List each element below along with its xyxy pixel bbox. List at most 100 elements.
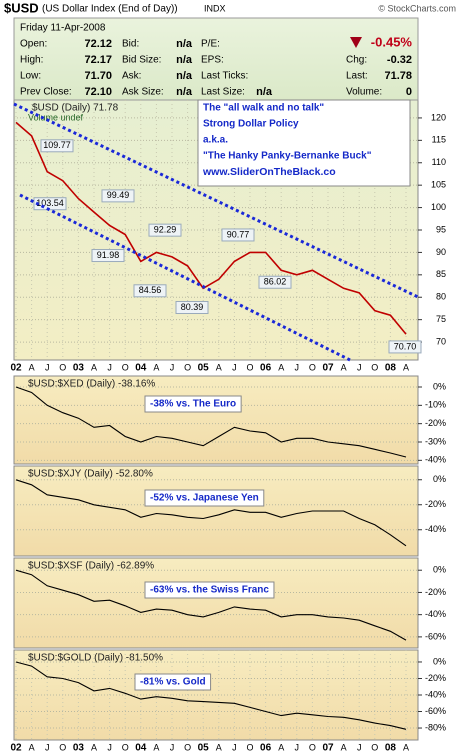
x-tick-label: A [278,742,284,752]
y-tick-label: -10% [425,400,446,410]
x-tick-label: J [107,742,112,752]
x-tick-label: J [232,742,237,752]
price-label-box [221,228,255,242]
x-tick-label: 05 [198,743,210,754]
x-tick-label: 02 [10,743,22,754]
stats-panel [13,17,419,101]
x-tick-label: 07 [322,363,334,374]
down-arrow [350,37,362,48]
y-tick-label: 0% [433,565,446,575]
price-label: 103.54 [36,198,64,208]
stat-label: Bid: [122,39,139,50]
stat-label: Open: [20,39,47,50]
legend-entry: $USD:$XSF (Daily) -62.89% [28,561,154,572]
x-tick-label: 07 [322,743,334,754]
x-tick-label: J [357,362,362,372]
stat-label: Chg: [346,55,367,66]
stat-value: -0.32 [387,54,412,66]
x-tick-label: A [403,742,409,752]
price-label: 90.77 [227,229,250,239]
stat-label: Bid Size: [122,55,161,66]
x-tick-label: O [371,742,378,752]
x-tick-label: 05 [198,363,210,374]
series-line [15,121,407,335]
x-tick-label: A [216,742,222,752]
stat-label: Ask: [122,71,141,82]
x-tick-label: 08 [385,363,397,374]
x-tick-label: J [295,362,300,372]
series-line [15,661,407,730]
x-tick-label: A [403,362,409,372]
symbol: $USD [4,0,39,15]
price-label-box [148,223,182,237]
stat-value: 72.17 [84,54,112,66]
note-line: www.SliderOnTheBlack.co [202,166,336,178]
stat-value: n/a [176,86,193,98]
annotation-box [144,581,275,599]
x-tick-label: O [309,742,316,752]
stat-label: Last: [346,71,368,82]
stat-value: 72.12 [84,38,112,50]
y-tick-label: -40% [425,609,446,619]
x-tick-label: O [246,742,253,752]
trend-line [13,102,419,299]
price-label-box [133,284,167,298]
x-tick-label: A [153,742,159,752]
legend-entry: $USD:$XJY (Daily) -52.80% [28,469,153,480]
note-line: The "all walk and no talk" [203,103,324,114]
price-label-box [101,189,135,203]
panel [13,557,419,649]
x-tick-label: 03 [73,743,85,754]
x-tick-label: A [29,362,35,372]
stat-label: Low: [20,71,41,82]
stat-label: Volume: [346,87,382,98]
x-tick-label: A [216,362,222,372]
price-label-box [258,275,292,289]
price-label: 92.29 [154,225,177,235]
x-tick-label: A [278,362,284,372]
price-label: 70.70 [394,341,417,351]
price-label: 91.98 [97,250,120,260]
change-percent: -0.45% [371,34,413,49]
series-line [15,479,407,547]
y-tick-label: 0% [433,656,446,666]
y-tick-label: 90 [436,247,446,257]
x-tick-label: A [91,742,97,752]
price-label: 84.56 [139,285,162,295]
y-tick-label: 105 [431,180,446,190]
x-tick-label: J [232,362,237,372]
y-tick-label: -30% [425,436,446,446]
copyright: © StockCharts.com [378,3,456,13]
y-tick-label: 120 [431,112,446,122]
volume-label: Volume undef [28,112,84,122]
x-tick-label: J [45,362,50,372]
legend-entry: $USD:$XED (Daily) -38.16% [28,379,155,390]
series-line [15,386,407,458]
stat-label: Last Size: [201,87,245,98]
x-tick-label: O [246,362,253,372]
date: Friday 11-Apr-2008 [20,23,106,34]
x-tick-label: J [45,742,50,752]
x-tick-label: O [309,362,316,372]
y-tick-label: 100 [431,202,446,212]
note-line: Strong Dollar Policy [203,119,299,130]
y-tick-label: -40% [425,524,446,534]
y-tick-label: -20% [425,673,446,683]
y-tick-label: -20% [425,499,446,509]
stat-value: n/a [256,86,273,98]
y-tick-label: -80% [425,722,446,732]
x-tick-label: O [122,742,129,752]
annotation: -52% vs. Japanese Yen [150,493,259,504]
x-tick-label: J [107,362,112,372]
legend-entry: $USD (Daily) 71.78 [32,103,119,114]
y-tick-label: 70 [436,336,446,346]
annotation-box [134,673,212,691]
stat-value: n/a [176,54,193,66]
y-tick-label: -40% [425,689,446,699]
x-tick-label: J [295,742,300,752]
annotation-box [144,395,242,413]
annotation: -81% vs. Gold [140,677,206,688]
stat-label: Last Ticks: [201,71,248,82]
stat-label: High: [20,55,43,66]
price-label: 86.02 [264,277,287,287]
